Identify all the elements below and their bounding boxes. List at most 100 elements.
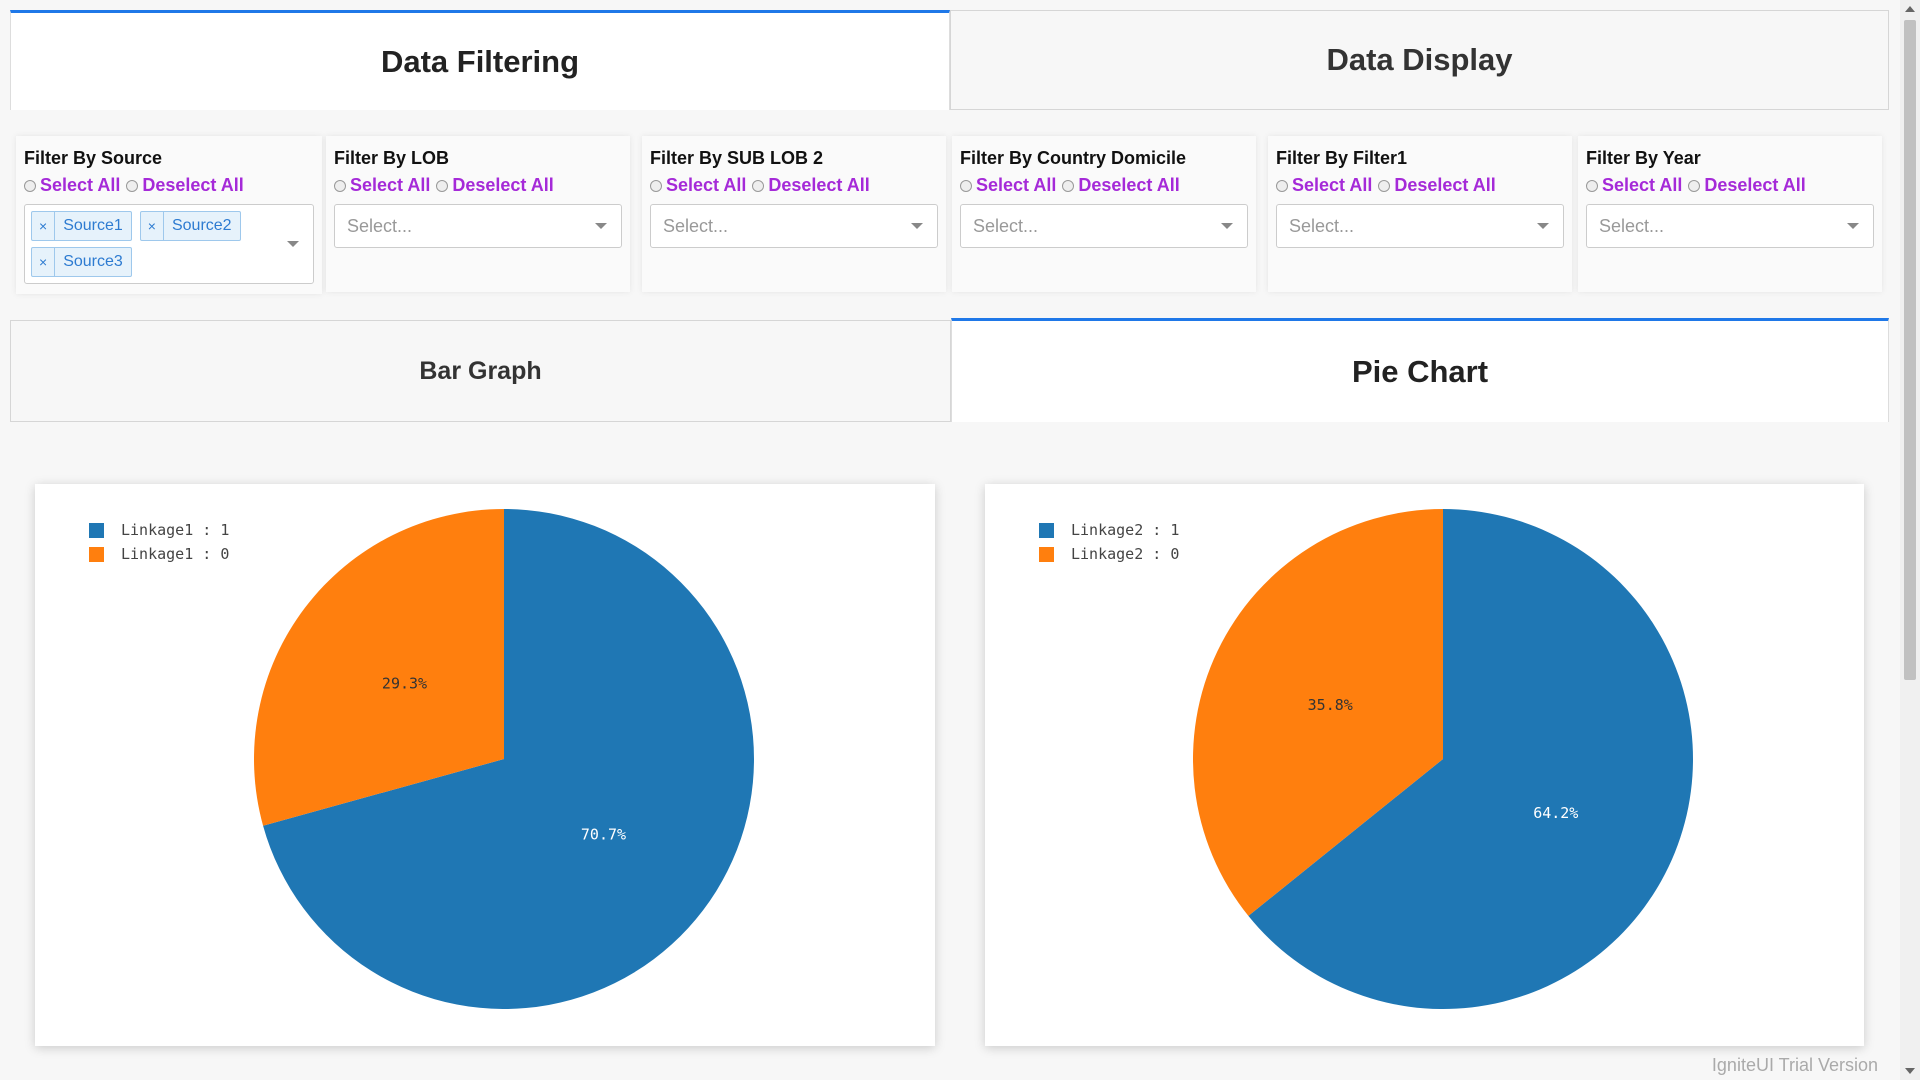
legend-swatch	[89, 546, 104, 562]
filter-filter1-card: Filter By Filter1 Select All Deselect Al…	[1268, 136, 1572, 292]
select-all-label[interactable]: Select All	[976, 175, 1057, 195]
chevron-down-icon[interactable]	[1847, 223, 1859, 229]
filter1-select[interactable]: Select...	[1276, 204, 1564, 248]
deselect-all-label[interactable]: Deselect All	[142, 175, 244, 195]
select-all-label[interactable]: Select All	[1292, 175, 1373, 195]
legend-item[interactable]: Linkage1 : 0	[89, 542, 229, 566]
source-multiselect[interactable]: × Source1 × Source2 × Source3	[24, 204, 314, 284]
filter-title: Filter By Source	[24, 148, 163, 168]
deselect-all-label[interactable]: Deselect All	[1078, 175, 1180, 195]
pie-slice-label: 29.3%	[382, 674, 427, 692]
select-all-radio[interactable]	[334, 179, 346, 192]
pie-slice-label: 70.7%	[581, 826, 626, 844]
tab-data-filtering[interactable]: Data Filtering	[10, 10, 950, 110]
legend-item[interactable]: Linkage1 : 1	[89, 518, 229, 542]
legend-label: Linkage1 : 0	[121, 545, 230, 563]
legend-swatch	[1039, 522, 1054, 538]
select-all-label[interactable]: Select All	[666, 175, 747, 195]
pie-slice[interactable]	[253, 509, 504, 826]
select-placeholder: Select...	[347, 215, 413, 236]
vertical-scrollbar[interactable]	[1900, 0, 1920, 1080]
select-all-radio[interactable]	[1276, 179, 1288, 192]
filter-title: Filter By SUB LOB 2	[650, 148, 824, 168]
legend-item[interactable]: Linkage2 : 1	[1039, 518, 1179, 542]
chevron-down-icon[interactable]	[1221, 223, 1233, 229]
select-all-radio[interactable]	[24, 179, 36, 192]
select-all-radio[interactable]	[960, 179, 972, 192]
filter-source-card: Filter By Source Select All Deselect All…	[16, 136, 322, 294]
chevron-down-icon[interactable]	[1537, 223, 1549, 229]
legend-swatch	[1039, 546, 1054, 562]
select-placeholder: Select...	[1599, 215, 1665, 236]
main-tabbar: Data Filtering Data Display	[10, 10, 1889, 112]
select-placeholder: Select...	[663, 215, 729, 236]
filter-title: Filter By Filter1	[1276, 148, 1408, 168]
pie-slice[interactable]	[1248, 509, 1693, 1009]
pie-slice[interactable]	[263, 509, 754, 1009]
filter-lob-card: Filter By LOB Select All Deselect All Se…	[326, 136, 630, 292]
chip-remove-icon[interactable]: ×	[32, 212, 56, 240]
scroll-up-icon[interactable]	[1905, 6, 1915, 12]
filter-radio-row: Select All Deselect All	[650, 175, 938, 196]
select-placeholder: Select...	[1289, 215, 1355, 236]
scroll-down-icon[interactable]	[1905, 1068, 1915, 1074]
select-all-label[interactable]: Select All	[1602, 175, 1683, 195]
chip-remove-icon[interactable]: ×	[32, 248, 56, 276]
tab-data-display[interactable]: Data Display	[950, 10, 1889, 110]
chip-label: Source3	[63, 253, 123, 270]
select-all-label[interactable]: Select All	[350, 175, 431, 195]
chevron-down-icon[interactable]	[287, 241, 299, 247]
lob-select[interactable]: Select...	[334, 204, 622, 248]
chart-tabbar: Bar Graph Pie Chart	[10, 318, 1889, 422]
chip-label: Source2	[171, 217, 232, 234]
deselect-all-label[interactable]: Deselect All	[1704, 175, 1806, 195]
filter-radio-row: Select All Deselect All	[334, 175, 622, 196]
select-all-radio[interactable]	[1586, 179, 1598, 192]
pie-chart-card-1: 70.7% 29.3% Linkage1 : 1 Linkage1 : 0	[35, 484, 935, 1046]
select-all-label[interactable]: Select All	[40, 175, 121, 195]
country-select[interactable]: Select...	[960, 204, 1248, 248]
filter-sub-lob-card: Filter By SUB LOB 2 Select All Deselect …	[642, 136, 946, 292]
deselect-all-radio[interactable]	[1378, 179, 1391, 192]
deselect-all-label[interactable]: Deselect All	[1394, 175, 1496, 195]
deselect-all-radio[interactable]	[1688, 179, 1701, 192]
pie-slice[interactable]	[1193, 509, 1443, 916]
deselect-all-radio[interactable]	[752, 179, 765, 192]
filter-radio-row: Select All Deselect All	[24, 175, 314, 196]
deselect-all-radio[interactable]	[436, 179, 449, 192]
filter-title: Filter By Year	[1586, 148, 1701, 168]
pie-slice-label: 64.2%	[1533, 804, 1578, 822]
legend-label: Linkage1 : 1	[121, 521, 230, 539]
legend-swatch	[89, 522, 104, 538]
filter-title: Filter By LOB	[334, 148, 450, 168]
pie-chart-card-2: 64.2% 35.8% Linkage2 : 1 Linkage2 : 0	[985, 484, 1864, 1046]
trial-watermark: IgniteUI Trial Version	[1711, 1055, 1878, 1075]
sub-lob-select[interactable]: Select...	[650, 204, 938, 248]
filter-panel: Filter By Source Select All Deselect All…	[10, 136, 1890, 294]
tab-bar-graph[interactable]: Bar Graph	[10, 320, 951, 422]
legend-label: Linkage2 : 0	[1071, 545, 1180, 563]
chevron-down-icon[interactable]	[911, 223, 923, 229]
filter-title: Filter By Country Domicile	[960, 148, 1187, 168]
tab-pie-chart[interactable]: Pie Chart	[951, 318, 1889, 422]
pie-chart-1: 70.7% 29.3%	[253, 509, 754, 1009]
filter-year-card: Filter By Year Select All Deselect All S…	[1578, 136, 1882, 292]
deselect-all-radio[interactable]	[126, 179, 139, 192]
chip-label: Source1	[63, 217, 123, 234]
chip-remove-icon[interactable]: ×	[141, 212, 164, 240]
legend-label: Linkage2 : 1	[1071, 521, 1180, 539]
selected-chip: × Source3	[31, 247, 132, 277]
deselect-all-label[interactable]: Deselect All	[768, 175, 870, 195]
deselect-all-radio[interactable]	[1062, 179, 1075, 192]
pie-chart-2: 64.2% 35.8%	[1193, 509, 1693, 1009]
scroll-thumb[interactable]	[1904, 20, 1916, 680]
year-select[interactable]: Select...	[1586, 204, 1874, 248]
selected-chip: × Source1	[31, 211, 132, 241]
legend-item[interactable]: Linkage2 : 0	[1039, 542, 1179, 566]
chevron-down-icon[interactable]	[595, 223, 607, 229]
select-placeholder: Select...	[973, 215, 1039, 236]
filter-radio-row: Select All Deselect All	[960, 175, 1248, 196]
select-all-radio[interactable]	[650, 179, 662, 192]
deselect-all-label[interactable]: Deselect All	[452, 175, 554, 195]
filter-radio-row: Select All Deselect All	[1276, 175, 1564, 196]
